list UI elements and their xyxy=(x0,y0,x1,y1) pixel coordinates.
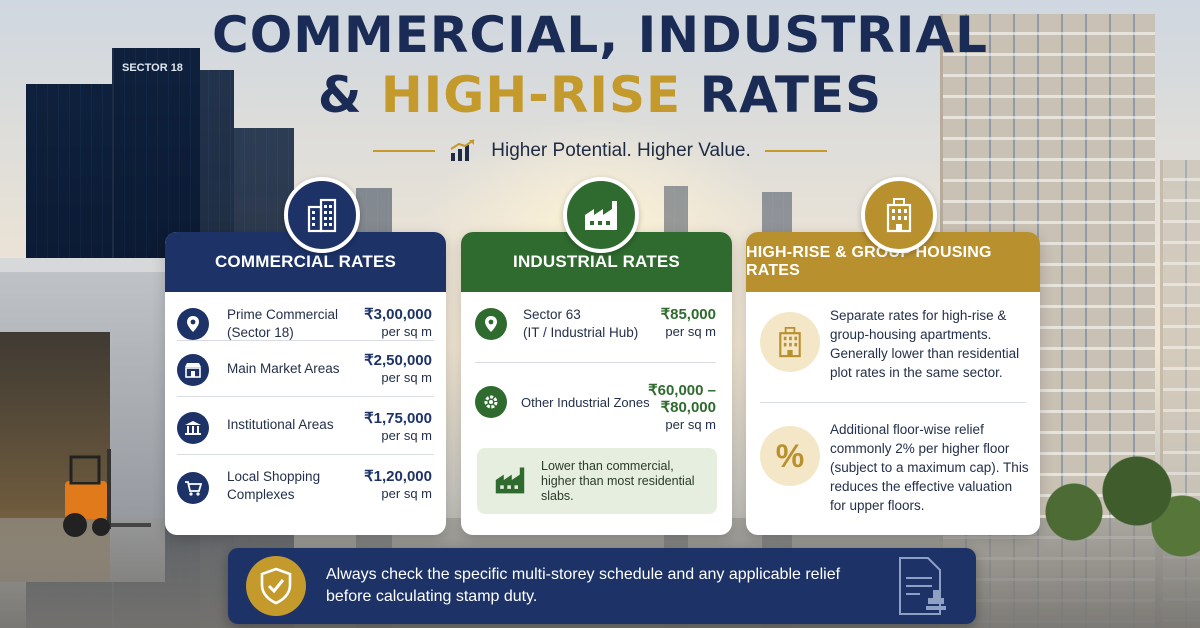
tagline-divider-left xyxy=(373,150,436,152)
footer-notice: Always check the specific multi-storey s… xyxy=(228,548,976,624)
commercial-value: ₹1,20,000 per sq m xyxy=(364,468,432,502)
highrise-block-floor-relief: % Additional floor-wise relief commonly … xyxy=(746,416,1040,526)
percent-glyph: % xyxy=(775,437,805,474)
industrial-label: Sector 63 (IT / Industrial Hub) xyxy=(523,306,638,342)
rate-value: ₹1,20,000 xyxy=(364,468,432,485)
rate-value: ₹2,50,000 xyxy=(364,352,432,369)
label-line2: (IT / Industrial Hub) xyxy=(523,325,639,340)
label-line2: Complexes xyxy=(227,487,295,502)
commercial-row-institutional: Institutional Areas ₹1,75,000 per sq m xyxy=(165,400,446,456)
building-sign: SECTOR 18 xyxy=(122,62,183,74)
location-pin-icon xyxy=(177,308,209,340)
industrial-card: INDUSTRIAL RATES Sector 63 (IT / Industr… xyxy=(461,232,732,535)
row-divider xyxy=(177,340,434,341)
title-highlight: HIGH-RISE xyxy=(380,66,682,124)
commercial-row-shopping: Local Shopping Complexes ₹1,20,000 per s… xyxy=(165,458,446,518)
label-line1: Other Industrial Zones xyxy=(521,395,650,410)
institution-icon xyxy=(177,412,209,444)
industrial-label: Other Industrial Zones xyxy=(521,394,650,412)
rate-unit: per sq m xyxy=(381,324,432,339)
commercial-label: Main Market Areas xyxy=(227,360,340,378)
commercial-card-title: COMMERCIAL RATES xyxy=(165,232,446,292)
title-prefix: & xyxy=(317,66,381,124)
apartment-building-icon xyxy=(886,198,912,233)
percent-icon: % xyxy=(760,426,820,486)
rate-value: ₹85,000 xyxy=(660,306,716,323)
commercial-value: ₹3,00,000 per sq m xyxy=(364,306,432,340)
growth-chart-icon xyxy=(450,139,475,161)
shield-check-icon xyxy=(246,556,306,616)
rate-value-from: ₹60,000 – xyxy=(648,382,716,399)
highrise-block-rates: Separate rates for high-rise & group-hou… xyxy=(746,304,1040,398)
location-pin-icon xyxy=(475,308,507,340)
document-stamp-icon xyxy=(899,557,946,615)
industrial-note-text: Lower than commercial, higher than most … xyxy=(541,459,695,503)
shopping-cart-icon xyxy=(177,472,209,504)
industrial-badge xyxy=(563,177,639,253)
rate-value-to: ₹80,000 xyxy=(660,399,716,416)
apartment-building-icon xyxy=(760,312,820,372)
commercial-value: ₹2,50,000 per sq m xyxy=(364,352,432,386)
row-divider xyxy=(177,454,434,455)
highrise-badge xyxy=(861,177,937,253)
tagline: Higher Potential. Higher Value. xyxy=(360,134,840,168)
forklift-icon xyxy=(63,449,151,537)
label-line1: Main Market Areas xyxy=(227,361,340,376)
label-line1: Institutional Areas xyxy=(227,417,334,432)
trees xyxy=(1020,428,1200,568)
title-suffix: RATES xyxy=(681,66,883,124)
storefront-icon xyxy=(177,354,209,386)
rate-unit: per sq m xyxy=(665,324,716,339)
industrial-value: ₹60,000 – ₹80,000 per sq m xyxy=(648,382,716,433)
block-divider xyxy=(760,402,1026,403)
highrise-card: HIGH-RISE & GROUP HOUSING RATES Separate… xyxy=(746,232,1040,535)
label-line1: Prime Commercial xyxy=(227,307,339,322)
label-line1: Local Shopping xyxy=(227,469,321,484)
industrial-card-title: INDUSTRIAL RATES xyxy=(461,232,732,292)
commercial-label: Institutional Areas xyxy=(227,416,334,434)
row-divider xyxy=(475,362,716,363)
industrial-note: Lower than commercial, higher than most … xyxy=(477,448,717,514)
industrial-row-sector63: Sector 63 (IT / Industrial Hub) ₹85,000 … xyxy=(461,298,732,362)
rate-unit: per sq m xyxy=(381,370,432,385)
industrial-row-other-zones: Other Industrial Zones ₹60,000 – ₹80,000… xyxy=(461,366,732,440)
commercial-label: Local Shopping Complexes xyxy=(227,468,320,504)
factory-icon xyxy=(495,467,525,494)
commercial-badge xyxy=(284,177,360,253)
tagline-divider-right xyxy=(764,150,827,152)
label-line2: (Sector 18) xyxy=(227,325,294,340)
commercial-label: Prime Commercial (Sector 18) xyxy=(227,306,338,342)
commercial-card: COMMERCIAL RATES Prime Commercial (Secto… xyxy=(165,232,446,535)
rate-unit: per sq m xyxy=(381,486,432,501)
highrise-rates-text: Separate rates for high-rise & group-hou… xyxy=(830,308,1020,380)
row-divider xyxy=(177,396,434,397)
page-title-line1: COMMERCIAL, INDUSTRIAL xyxy=(212,6,988,64)
tagline-text: Higher Potential. Higher Value. xyxy=(491,140,751,161)
rate-value: ₹3,00,000 xyxy=(364,306,432,323)
page-title-line2: & HIGH-RISE RATES xyxy=(0,66,1200,124)
industrial-value: ₹85,000 per sq m xyxy=(661,306,716,340)
rate-unit: per sq m xyxy=(665,417,716,432)
footer-text: Always check the specific multi-storey s… xyxy=(326,566,841,605)
highrise-relief-text: Additional floor-wise relief commonly 2%… xyxy=(830,422,1029,513)
factory-icon xyxy=(585,201,617,230)
rate-unit: per sq m xyxy=(381,428,432,443)
gear-icon xyxy=(475,386,507,418)
rate-value: ₹1,75,000 xyxy=(364,410,432,427)
commercial-value: ₹1,75,000 per sq m xyxy=(364,410,432,444)
office-building-icon xyxy=(307,198,337,233)
commercial-row-main-market: Main Market Areas ₹2,50,000 per sq m xyxy=(165,342,446,398)
commercial-row-prime: Prime Commercial (Sector 18) ₹3,00,000 p… xyxy=(165,294,446,354)
label-line1: Sector 63 xyxy=(523,307,581,322)
